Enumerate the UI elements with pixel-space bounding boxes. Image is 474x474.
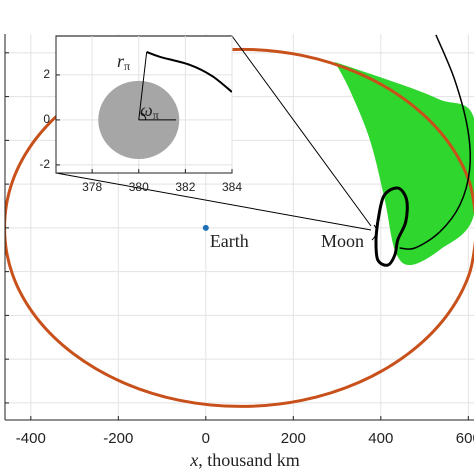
x-axis-label: x, thousand km [189, 450, 300, 470]
trajectory [374, 186, 409, 267]
x-tick-label: 600 [456, 430, 474, 447]
zoom-line [55, 172, 372, 231]
point-label: Earth [210, 231, 249, 251]
y-tick-label: -2 [39, 157, 50, 171]
trajectory [138, 51, 148, 120]
y-tick-label: 2 [43, 67, 50, 81]
symbol: r [117, 51, 125, 71]
x-tick-label: -200 [103, 430, 133, 447]
trajectory [5, 47, 474, 408]
symbol-label: rπ [117, 51, 130, 73]
y-tick-label: 0 [43, 112, 50, 126]
x-tick-label: 0 [202, 430, 210, 447]
x-tick-label: 400 [368, 430, 393, 447]
trajectory [399, 34, 472, 250]
x-tick-label: 382 [175, 180, 195, 194]
plot-area [5, 34, 474, 408]
zoom-lines [55, 35, 378, 241]
x-tick-label: -400 [16, 430, 46, 447]
x-tick-label: 200 [281, 430, 306, 447]
zoom-line [231, 35, 372, 227]
region [334, 62, 474, 266]
subscript: π [153, 108, 159, 122]
plot-area [98, 51, 232, 159]
annotation: Moon [321, 231, 364, 251]
moon-marker [371, 224, 378, 241]
trajectory [146, 51, 232, 93]
angle-arc [140, 112, 147, 120]
symbol-label: ωπ [140, 100, 159, 122]
point [202, 224, 209, 231]
x-tick-label: 384 [222, 180, 242, 194]
x-tick-label: 380 [129, 180, 149, 194]
subscript: π [124, 59, 130, 73]
x-axis-unit: , thousand km [198, 450, 300, 470]
x-axis-variable: x [189, 450, 198, 470]
symbol: ω [140, 100, 153, 120]
x-tick-label: 378 [82, 180, 102, 194]
